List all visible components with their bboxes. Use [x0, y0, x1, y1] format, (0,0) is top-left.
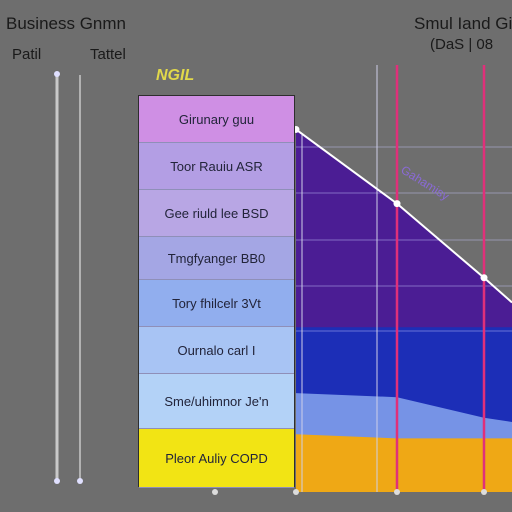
chart-title: Business Gnmn [6, 14, 126, 33]
stack-segment-label: Ournalo carl I [139, 327, 294, 374]
trend-point [393, 200, 401, 208]
stack-segment-label: Girunary guu [139, 96, 294, 143]
subtitle-right: Tattel [90, 46, 126, 63]
chart-subtitle-right: (DaS | 08 [430, 36, 494, 53]
stack-segment-label: Tmgfyanger BB0 [139, 237, 294, 280]
axis-tick-marker [293, 489, 299, 495]
axis-tick-marker [394, 489, 400, 495]
axis-tick-marker [481, 489, 487, 495]
trend-line [295, 128, 512, 304]
stack-segment-label: Tory fhilcelr 3Vt [139, 280, 294, 327]
chart-title-right: Smul Iand Gin [414, 14, 512, 33]
stack-header: NGIL [156, 67, 195, 84]
stack-segment-label: Pleor Auliy COPD [139, 429, 294, 488]
stack-segment-label: Gee riuld lee BSD [139, 190, 294, 237]
subtitle-left: Patil [12, 46, 42, 63]
axis-marker [77, 478, 83, 484]
axis-tick-marker [212, 489, 218, 495]
axis-marker [54, 478, 60, 484]
axis-marker [54, 71, 60, 77]
trend-point [480, 274, 488, 282]
area-annotation: Gahamisy [398, 163, 451, 204]
stack-segment-label: Sme/uhimnor Je'n [139, 374, 294, 429]
area-series-4 [296, 434, 512, 492]
stacked-label-column: Girunary guu Toor Rauiu ASR Gee riuld lee … [138, 95, 295, 488]
stack-segment-label: Toor Rauiu ASR [139, 143, 294, 190]
